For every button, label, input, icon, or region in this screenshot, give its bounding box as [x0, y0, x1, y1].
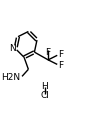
Text: N: N	[9, 44, 15, 53]
Text: H: H	[41, 82, 48, 91]
Text: F: F	[58, 50, 64, 59]
Text: H2N: H2N	[2, 73, 21, 82]
Text: Cl: Cl	[40, 91, 49, 100]
Text: F: F	[58, 61, 64, 70]
Text: F: F	[46, 48, 51, 57]
